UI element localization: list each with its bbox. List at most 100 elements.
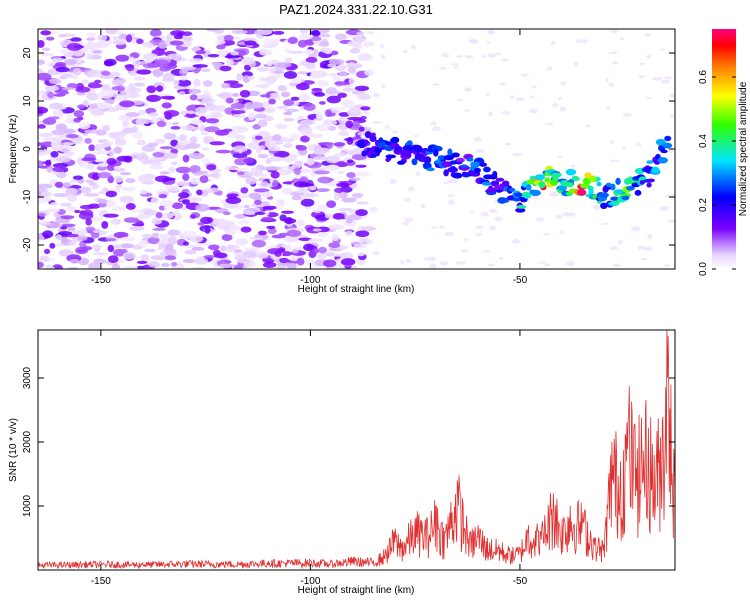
heatmap-noise-cell [235,134,246,142]
snr-y-ticks: 1000 2000 3000 [22,366,675,517]
heatmap-noise-cell [131,209,148,214]
heatmap-noise-cell [606,106,611,110]
heatmap-noise-cell [283,118,295,122]
heatmap-noise-cell [242,210,256,216]
heatmap-noise-cell [356,201,369,205]
heatmap-noise-cell [136,38,144,45]
heatmap-noise-cell [498,257,504,260]
heatmap-noise-cell [669,114,674,118]
heatmap-noise-cell [379,44,385,49]
heatmap-noise-cell [349,177,362,181]
heatmap-noise-cell [296,257,305,266]
heatmap-noise-cell [236,73,243,81]
heatmap-noise-cell [76,91,86,96]
heatmap-signal-cell [544,177,551,183]
heatmap-noise-cell [60,215,75,220]
spectrogram-y-ticks: -20 -10 0 10 20 [22,47,675,252]
heatmap-noise-cell [544,122,554,125]
y-tick-label: 2000 [22,430,33,453]
heatmap-noise-cell [98,191,105,195]
heatmap-noise-cell [264,140,275,149]
heatmap-noise-cell [276,169,291,176]
heatmap-noise-cell [381,54,386,59]
heatmap-noise-cell [659,205,670,211]
heatmap-noise-cell [51,129,66,136]
heatmap-noise-cell [119,172,132,176]
heatmap-noise-cell [253,188,270,193]
heatmap-noise-cell [130,152,142,159]
heatmap-noise-cell [167,236,178,245]
heatmap-noise-cell [291,195,302,201]
heatmap-noise-cell [148,157,163,161]
heatmap-noise-cell [47,91,55,99]
heatmap-noise-cell [211,122,220,127]
heatmap-noise-cell [201,68,211,72]
heatmap-noise-cell [113,231,129,239]
heatmap-noise-cell [159,199,174,207]
heatmap-noise-cell [254,84,271,88]
heatmap-signal-cell [538,181,546,189]
heatmap-noise-cell [196,189,203,196]
heatmap-noise-cell [168,186,180,192]
heatmap-signal-cell [460,164,468,169]
heatmap-noise-cell [98,202,107,208]
heatmap-noise-cell [296,71,309,75]
heatmap-signal-cell [516,204,527,209]
heatmap-noise-cell [193,78,201,87]
heatmap-noise-cell [71,75,79,80]
heatmap-noise-cell [286,230,302,237]
heatmap-noise-cell [144,60,152,64]
heatmap-noise-cell [75,246,89,255]
heatmap-noise-cell [299,29,309,34]
heatmap-noise-cell [82,209,94,217]
heatmap-noise-cell [475,225,484,230]
heatmap-noise-cell [266,225,276,230]
heatmap-noise-cell [85,218,92,226]
heatmap-signal-cell [411,158,418,166]
heatmap-noise-cell [612,61,619,65]
heatmap-noise-cell [158,243,167,249]
heatmap-noise-cell [195,106,208,114]
heatmap-noise-cell [114,30,125,35]
heatmap-noise-cell [326,95,342,104]
heatmap-noise-cell [230,51,239,56]
heatmap-signal-cell [596,181,602,187]
heatmap-noise-cell [257,119,268,128]
heatmap-noise-cell [345,120,354,129]
heatmap-noise-cell [485,92,490,97]
heatmap-noise-cell [125,202,136,210]
heatmap-noise-cell [97,102,112,109]
heatmap-noise-cell [136,69,152,75]
heatmap-signal-cell [626,185,635,191]
heatmap-noise-cell [58,231,73,236]
heatmap-noise-cell [247,141,262,150]
heatmap-noise-cell [264,107,276,114]
heatmap-noise-cell [74,209,81,214]
heatmap-noise-cell [369,206,379,212]
heatmap-noise-cell [42,230,54,239]
heatmap-noise-cell [240,226,252,233]
heatmap-noise-cell [189,136,198,144]
heatmap-noise-cell [132,131,143,139]
heatmap-signal-cell [455,157,465,163]
heatmap-noise-cell [202,135,215,144]
heatmap-signal-cell [657,157,668,164]
heatmap-noise-cell [404,197,411,202]
heatmap-noise-cell [143,208,157,216]
heatmap-noise-cell [220,82,231,89]
heatmap-noise-cell [487,263,496,267]
heatmap-noise-cell [447,200,455,205]
heatmap-noise-cell [79,204,95,210]
heatmap-noise-cell [170,139,179,147]
heatmap-noise-cell [220,245,227,252]
heatmap-noise-cell [352,193,362,199]
heatmap-noise-cell [568,212,576,217]
heatmap-noise-cell [52,163,69,168]
heatmap-noise-cell [50,140,62,149]
heatmap-noise-cell [200,132,209,136]
heatmap-noise-cell [128,83,136,91]
heatmap-noise-cell [202,80,213,87]
heatmap-noise-cell [604,78,610,82]
heatmap-noise-cell [73,117,82,123]
heatmap-noise-cell [47,116,60,120]
